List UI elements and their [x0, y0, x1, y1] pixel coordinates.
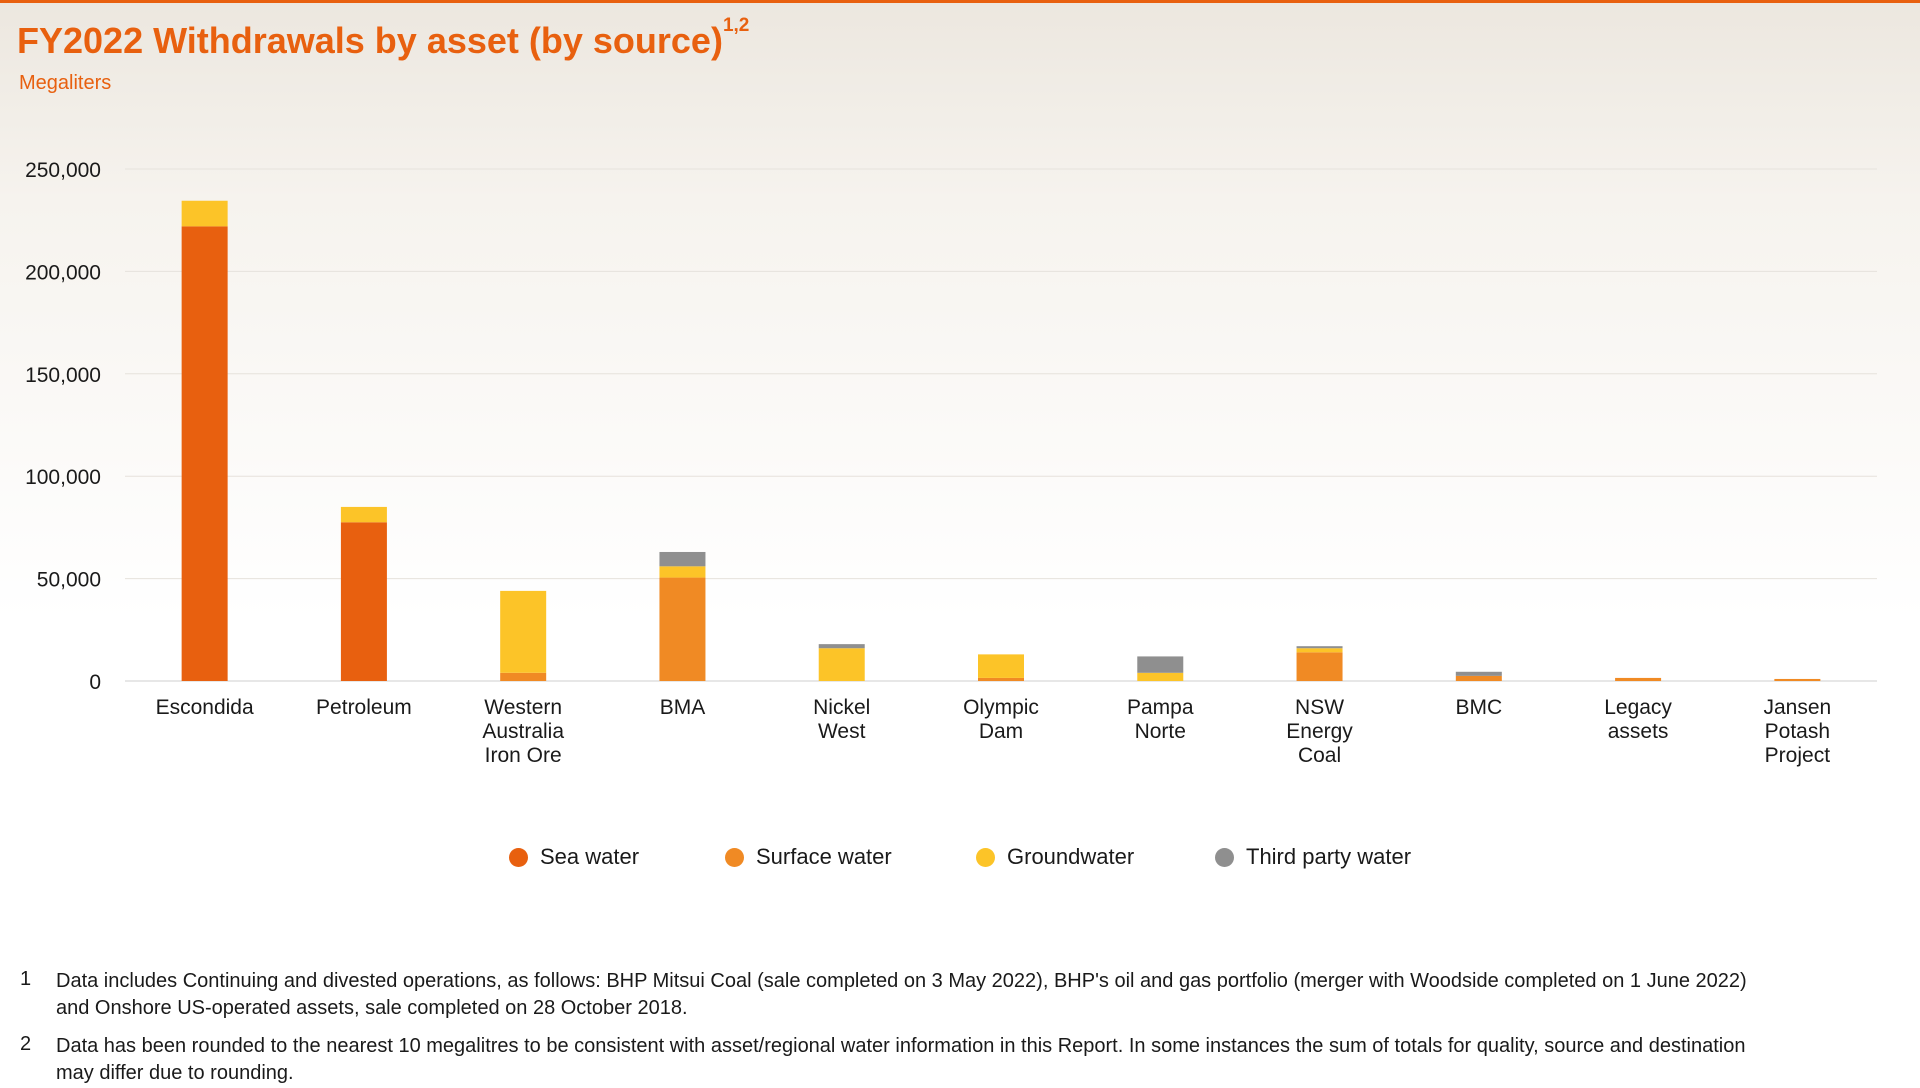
legend-item-surface-water: Surface water: [725, 841, 892, 873]
x-tick-label: Western Australia Iron Ore: [482, 696, 564, 767]
chart-title: FY2022 Withdrawals by asset (by source)1…: [17, 16, 749, 62]
x-tick-label-line: Petroleum: [316, 696, 412, 719]
legend-label: Surface water: [756, 844, 892, 869]
x-tick-label: Nickel West: [813, 696, 870, 743]
bar-segment: [1296, 652, 1343, 681]
x-tick-label-line: BMA: [660, 696, 706, 719]
x-tick-label-line: Dam: [979, 720, 1023, 743]
x-tick-label-line: Pampa: [1127, 696, 1194, 719]
y-tick-label: 150,000: [25, 364, 101, 387]
bar-segment: [659, 551, 706, 567]
x-tick-label-line: Norte: [1135, 720, 1186, 743]
x-tick-label-line: assets: [1608, 720, 1669, 743]
bar-segment: [659, 566, 706, 578]
x-tick-label-line: Iron Ore: [485, 744, 562, 767]
chart-unit-subtitle: Megaliters: [19, 72, 112, 94]
bar-segment: [659, 577, 706, 681]
legend-label: Sea water: [540, 844, 640, 869]
bar-segment: [978, 677, 1024, 681]
footnote-text: Data has been rounded to the nearest 10 …: [56, 1035, 1746, 1084]
x-tick-label-line: West: [818, 720, 866, 743]
x-tick-label: Legacy assets: [1604, 696, 1672, 743]
bar-segment: [340, 522, 387, 681]
bar-segment: [1455, 675, 1502, 681]
footnote-text: Data includes Continuing and divested op…: [56, 970, 1747, 1019]
x-tick-label: Petroleum: [316, 696, 412, 719]
bar-segment: [1615, 677, 1662, 681]
footnote-number: 1: [20, 968, 32, 990]
bar-segment: [1137, 672, 1184, 681]
x-tick-label-line: Escondida: [156, 696, 254, 719]
top-accent-rule: [0, 0, 1920, 3]
bar-segment: [181, 226, 228, 681]
bar-segment: [1296, 648, 1343, 653]
bar-segment: [1455, 671, 1502, 676]
x-tick-label-line: Jansen: [1764, 696, 1832, 719]
x-tick-label-line: Energy: [1286, 720, 1353, 743]
x-tick-label-line: BMC: [1455, 696, 1502, 719]
x-tick-label: Escondida: [156, 696, 254, 719]
legend-label: Groundwater: [1007, 844, 1135, 869]
legend-label: Third party water: [1246, 844, 1412, 869]
x-tick-label-line: Potash: [1765, 720, 1830, 743]
y-tick-label: 250,000: [25, 159, 101, 182]
x-tick-label: Olympic Dam: [963, 696, 1039, 743]
legend-item-third-party-water: Third party water: [1215, 841, 1411, 873]
bar-chart: 0 50,000 100,000 150,000 200,000 250,000 Escon…: [25, 159, 1877, 767]
bar-segment: [1774, 678, 1821, 681]
legend-swatch-third-party-water: [1215, 847, 1234, 867]
x-tick-label-line: Nickel: [813, 696, 870, 719]
y-tick-label: 200,000: [25, 261, 101, 284]
legend-swatch-surface-water: [725, 847, 744, 867]
x-tick-label-line: Coal: [1298, 744, 1341, 767]
chart-title-text: FY2022 Withdrawals by asset (by source): [17, 20, 723, 61]
legend-item-groundwater: Groundwater: [976, 841, 1134, 873]
x-tick-label: Pampa Norte: [1127, 696, 1194, 743]
bar-segment: [818, 644, 865, 649]
x-tick-label: BMA: [660, 696, 706, 719]
bar-segment: [500, 590, 547, 673]
title-footnote-marker: 1,2: [722, 15, 750, 36]
bar-segment: [1296, 646, 1343, 649]
bar-segment: [978, 654, 1024, 678]
bar-segment: [500, 672, 547, 681]
y-tick-label: 100,000: [25, 466, 101, 489]
x-tick-label-line: Australia: [482, 720, 564, 743]
x-tick-label: Jansen Potash Project: [1764, 696, 1832, 767]
bar-segment: [1137, 656, 1184, 673]
x-tick-label-line: Project: [1765, 744, 1831, 767]
chart-legend: Sea water Surface water Groundwater Thir…: [0, 841, 1920, 873]
bar-segment: [818, 648, 865, 681]
bar-segment: [181, 200, 228, 227]
legend-item-sea-water: Sea water: [509, 841, 639, 873]
y-tick-label: 50,000: [37, 569, 101, 592]
legend-swatch-sea-water: [509, 847, 528, 867]
x-tick-label-line: Western: [484, 696, 562, 719]
x-tick-label: BMC: [1455, 696, 1502, 719]
x-tick-label-line: Olympic: [963, 696, 1039, 719]
x-tick-label-line: Legacy: [1604, 696, 1672, 719]
x-tick-label: NSW Energy Coal: [1286, 696, 1353, 767]
bar-segment: [340, 506, 387, 523]
legend-swatch-groundwater: [976, 847, 995, 867]
y-tick-label: 0: [89, 671, 101, 694]
x-tick-label-line: NSW: [1295, 696, 1344, 719]
footnote-number: 2: [20, 1033, 32, 1055]
